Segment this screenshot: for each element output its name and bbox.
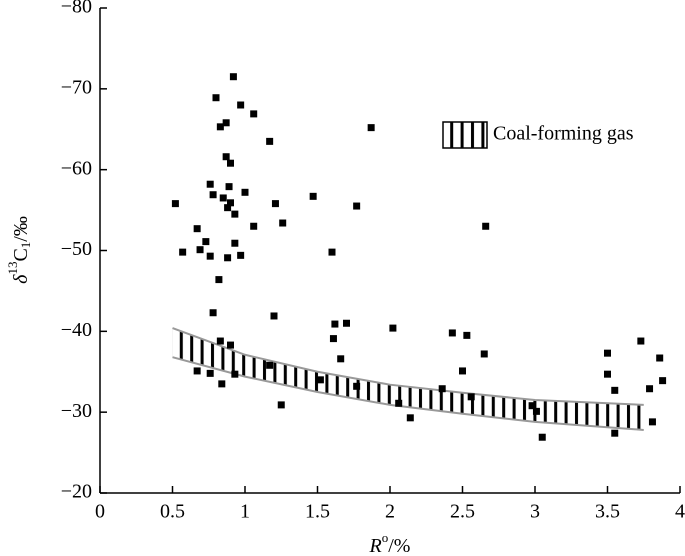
point [171, 200, 179, 208]
point [353, 382, 361, 390]
point [438, 385, 446, 393]
point [482, 222, 490, 230]
point [646, 385, 654, 393]
legend-swatch [442, 121, 488, 149]
x-tick-label: 3.5 [595, 501, 620, 523]
point [538, 433, 546, 441]
x-tick-label: 1.5 [305, 501, 330, 523]
point [212, 94, 220, 102]
band-lower [172, 356, 644, 431]
point [231, 370, 239, 378]
point [406, 414, 414, 422]
point [237, 101, 245, 109]
point [656, 354, 664, 362]
point [659, 377, 667, 385]
point [328, 248, 336, 256]
point [225, 183, 233, 191]
legend-label: Coal-forming gas [493, 123, 634, 145]
point [329, 335, 337, 343]
point [389, 324, 397, 332]
y-axis-label: δ13C1/‰ [5, 216, 33, 284]
point [216, 337, 224, 345]
x-tick-label: 0.5 [160, 501, 185, 523]
point [193, 367, 201, 375]
y-tick-label: −50 [61, 238, 92, 260]
point [206, 180, 214, 188]
point [463, 331, 471, 339]
point [219, 194, 227, 202]
point [227, 199, 234, 207]
x-tick-label: 0 [95, 501, 105, 523]
point [532, 407, 540, 415]
point [528, 402, 536, 410]
point [222, 153, 230, 161]
point [611, 386, 619, 394]
x-tick-label: 1 [240, 501, 250, 523]
point [395, 399, 403, 407]
point [467, 393, 475, 401]
point [309, 192, 317, 200]
point [231, 210, 239, 218]
point [637, 337, 645, 345]
point [215, 276, 223, 284]
point [227, 341, 234, 349]
y-tick-label: −40 [61, 319, 92, 341]
point [237, 251, 245, 259]
point [250, 222, 258, 230]
point [250, 110, 258, 118]
y-tick-label: −30 [61, 400, 92, 422]
point [337, 355, 345, 363]
y-tick-label: −60 [61, 157, 92, 179]
point [266, 361, 274, 369]
point [206, 369, 214, 377]
point [193, 225, 201, 233]
point [224, 204, 232, 212]
point [353, 202, 361, 210]
x-tick-label: 2 [385, 501, 395, 523]
point [331, 320, 339, 328]
point [270, 312, 278, 320]
band-upper [172, 327, 644, 406]
x-axis-label: Ro/% [369, 530, 411, 556]
point [266, 137, 274, 145]
point [231, 239, 239, 247]
point [229, 73, 237, 81]
point [604, 370, 611, 378]
y-tick-label: −70 [61, 76, 92, 98]
point [227, 159, 234, 167]
point [277, 401, 285, 409]
point [604, 349, 611, 357]
x-tick-label: 4 [675, 501, 685, 523]
band-fill [172, 328, 644, 430]
y-tick-label: −80 [61, 0, 92, 18]
point [241, 188, 249, 196]
x-tick-label: 2.5 [450, 501, 475, 523]
point [367, 124, 375, 132]
point [271, 200, 279, 208]
point [480, 350, 488, 358]
point [206, 252, 214, 260]
point [611, 429, 619, 437]
x-tick-label: 3 [530, 501, 540, 523]
point [218, 380, 226, 388]
point [196, 246, 204, 254]
point [224, 254, 232, 262]
point [222, 119, 230, 127]
point [179, 248, 187, 256]
point [216, 123, 224, 131]
y-tick-label: −20 [61, 481, 92, 503]
point [343, 319, 350, 327]
point [209, 309, 217, 317]
point [279, 219, 287, 227]
point [448, 329, 456, 337]
point [209, 191, 217, 199]
point [459, 367, 466, 375]
point [648, 418, 656, 426]
point [316, 376, 324, 384]
point [202, 238, 210, 246]
